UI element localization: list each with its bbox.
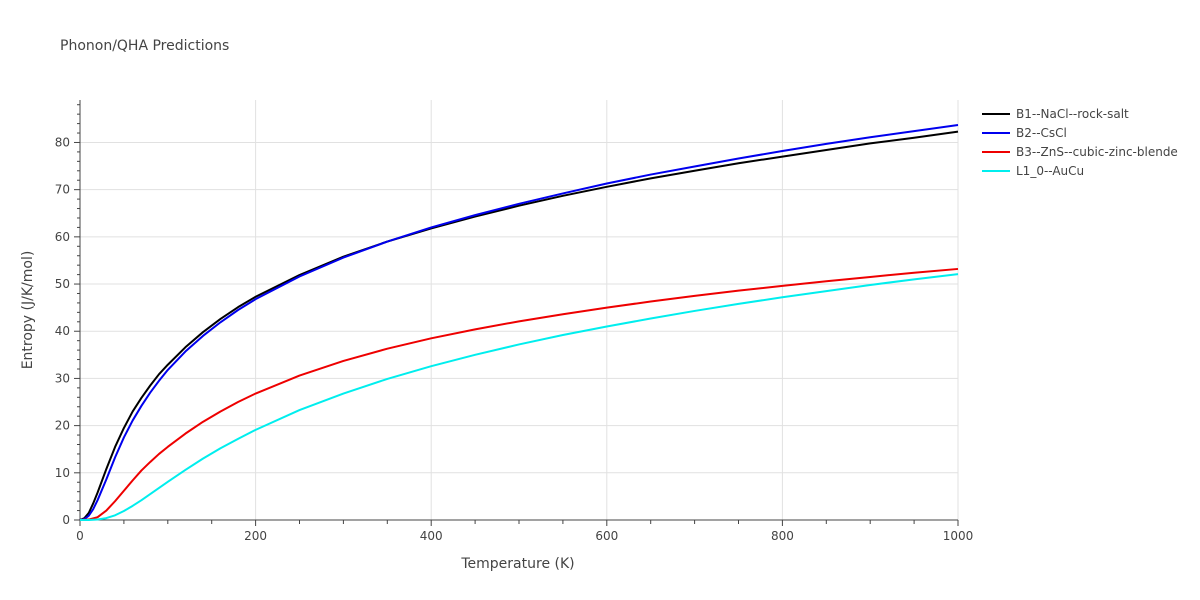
x-tick-label: 400 [420, 529, 443, 543]
legend-item[interactable]: B3--ZnS--cubic-zinc-blende [982, 145, 1178, 159]
y-tick-label: 20 [55, 419, 70, 433]
y-axis-title: Entropy (J/K/mol) [20, 251, 36, 370]
y-tick-label: 40 [55, 324, 70, 338]
legend-label: B1--NaCl--rock-salt [1016, 107, 1129, 121]
chart-title: Phonon/QHA Predictions [60, 38, 229, 54]
legend-item[interactable]: B1--NaCl--rock-salt [982, 107, 1129, 121]
legend-label: L1_0--AuCu [1016, 164, 1084, 178]
y-tick-label: 80 [55, 135, 70, 149]
legend-item[interactable]: B2--CsCl [982, 126, 1067, 140]
x-tick-label: 600 [595, 529, 618, 543]
x-tick-label: 1000 [943, 529, 974, 543]
y-tick-label: 50 [55, 277, 70, 291]
legend[interactable]: B1--NaCl--rock-salt B2--CsCl B3--ZnS--cubi… [982, 107, 1178, 178]
y-tick-label: 60 [55, 230, 70, 244]
x-tick-label: 800 [771, 529, 794, 543]
x-axis-title: Temperature (K) [460, 556, 574, 572]
x-tick-label: 200 [244, 529, 267, 543]
legend-item[interactable]: L1_0--AuCu [982, 164, 1084, 178]
legend-label: B3--ZnS--cubic-zinc-blende [1016, 145, 1178, 159]
series-line-0[interactable] [79, 130, 959, 521]
legend-label: B2--CsCl [1016, 126, 1067, 140]
axis-layer: 0 200 400 600 800 1000 0 10 20 30 40 50 60 70 80 [55, 100, 974, 543]
y-tick-label: 0 [62, 513, 70, 527]
grid-layer [80, 100, 959, 520]
series-layer [79, 124, 959, 521]
y-tick-label: 70 [55, 183, 70, 197]
x-tick-label: 0 [76, 529, 84, 543]
series-line-1[interactable] [79, 124, 959, 521]
series-line-3[interactable] [80, 273, 959, 521]
y-tick-label: 30 [55, 371, 70, 385]
y-tick-label: 10 [55, 466, 70, 480]
series-line-2[interactable] [79, 267, 959, 521]
